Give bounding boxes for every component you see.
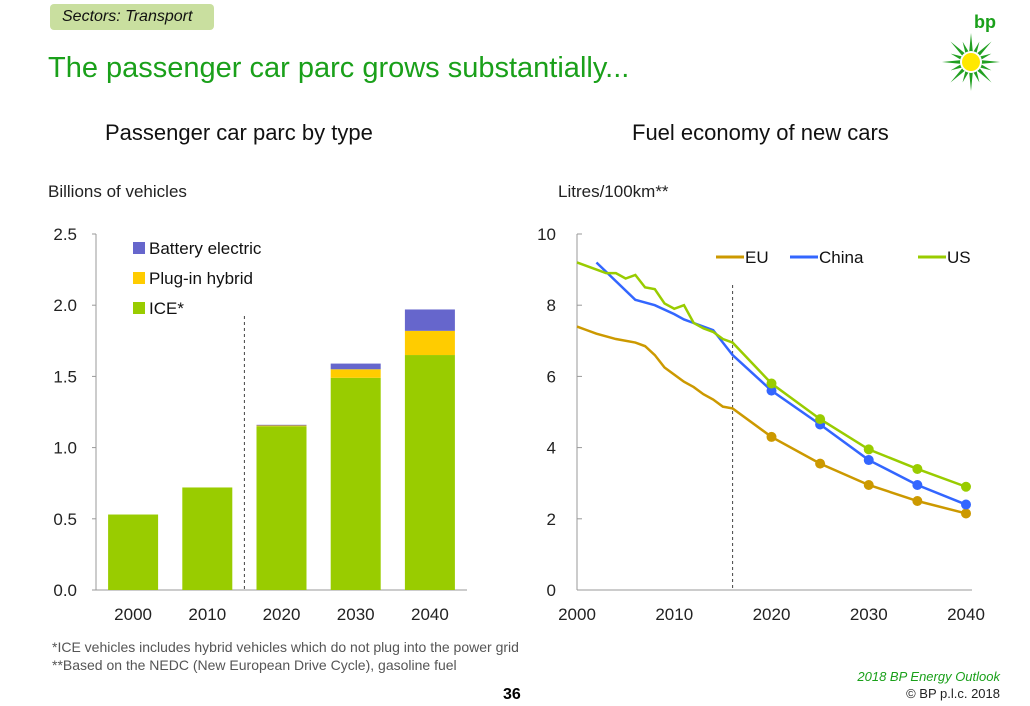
legend-label: Battery electric [149,239,262,258]
marker-eu-2030 [863,479,874,490]
helios-center [962,53,980,71]
line-chart-title: Fuel economy of new cars [632,120,889,145]
marker-eu-2020 [766,431,777,442]
x-tick-label: 2000 [558,605,596,624]
y-tick-label: 0.0 [53,581,77,600]
marker-china-2035 [912,479,923,490]
helios-ray [972,69,980,83]
legend-label: US [947,248,971,267]
bar-chart-title: Passenger car parc by type [105,120,373,145]
bar-plug-in-hybrid-2020 [256,425,307,427]
helios-ray [975,41,992,58]
y-tick-label: 2.0 [53,296,77,315]
legend-label: China [819,248,864,267]
bar-battery-electric-2020 [256,424,307,426]
bp-logo: bp [940,12,1002,92]
helios-ray [950,41,967,58]
legend-swatch [133,302,145,314]
y-tick-label: 0.5 [53,510,77,529]
marker-us-2035 [912,463,923,474]
publication-name: 2018 BP Energy Outlook [857,669,1000,684]
y-tick-label: 1.0 [53,439,77,458]
legend-swatch [133,242,145,254]
bar-ice--2040 [404,355,455,590]
line-chart-ylabel: Litres/100km** [558,182,669,201]
bar-battery-electric-2030 [330,363,381,370]
helios-ray [969,33,973,54]
x-tick-label: 2040 [411,605,449,624]
line-chart: 0 2 4 6 8 10 2000 2010 2020 2030 2040 EU China US [537,225,985,624]
x-tick-label: 2040 [947,605,985,624]
helios-ray [978,53,992,61]
page-number: 36 [503,686,521,703]
x-tick-label: 2030 [850,605,888,624]
helios-ray [962,41,970,55]
x-tick-label: 2010 [188,605,226,624]
y-tick-label: 2.5 [53,225,77,244]
helios-icon [942,33,1000,91]
bar-chart: 0.0 0.5 1.0 1.5 2.0 2.5 2000 2010 2020 2030 2040 Ba… [53,225,467,624]
marker-eu-2035 [912,496,923,506]
bar-plug-in-hybrid-2030 [330,369,381,378]
helios-ray [975,66,992,83]
helios-ray [950,66,967,83]
marker-eu-2040 [961,508,971,519]
x-tick-label: 2020 [263,605,301,624]
marker-us-2025 [815,414,826,425]
copyright: © BP p.l.c. 2018 [906,686,1000,701]
y-tick-label: 1.5 [53,367,77,386]
helios-ray [950,53,964,61]
section-tag: Sectors: Transport [50,4,214,30]
x-tick-label: 2000 [114,605,152,624]
y-tick-label: 2 [547,510,556,529]
bar-ice--2010 [182,487,233,590]
marker-us-2030 [863,444,874,455]
marker-china-2030 [863,455,874,466]
bar-battery-electric-2040 [404,309,455,331]
marker-china-2020 [766,385,777,396]
y-tick-label: 10 [537,225,556,244]
bar-ice--2000 [108,514,159,590]
bar-ice--2020 [256,426,307,590]
helios-ray [969,70,973,91]
line-eu [576,325,967,515]
line-us [576,261,967,488]
footnote-ice: *ICE vehicles includes hybrid vehicles w… [52,639,519,655]
helios-ray [950,63,964,71]
y-tick-label: 0 [547,581,556,600]
helios-ray [972,41,980,55]
bp-logo-text: bp [974,12,996,32]
slide-title: The passenger car parc grows substantial… [48,52,630,84]
helios-ray [962,69,970,83]
legend-label: ICE* [149,299,184,318]
helios-ray [978,63,992,71]
helios-ray [942,60,963,64]
y-tick-label: 6 [547,367,556,386]
bar-chart-ylabel: Billions of vehicles [48,182,187,201]
marker-us-2020 [766,378,777,389]
y-tick-label: 8 [547,296,556,315]
bar-ice--2030 [330,377,381,590]
x-tick-label: 2030 [337,605,375,624]
legend-label: Plug-in hybrid [149,269,253,288]
bar-plug-in-hybrid-2040 [404,330,455,356]
legend-label: EU [745,248,769,267]
marker-eu-2025 [815,458,826,469]
helios-ray [979,60,1000,64]
legend-swatch [133,272,145,284]
line-china [595,261,967,506]
marker-us-2040 [961,481,971,492]
x-tick-label: 2020 [753,605,791,624]
x-tick-label: 2010 [655,605,693,624]
footnote-nedc: **Based on the NEDC (New European Drive … [52,657,457,673]
y-tick-label: 4 [547,439,556,458]
marker-china-2040 [961,499,971,510]
